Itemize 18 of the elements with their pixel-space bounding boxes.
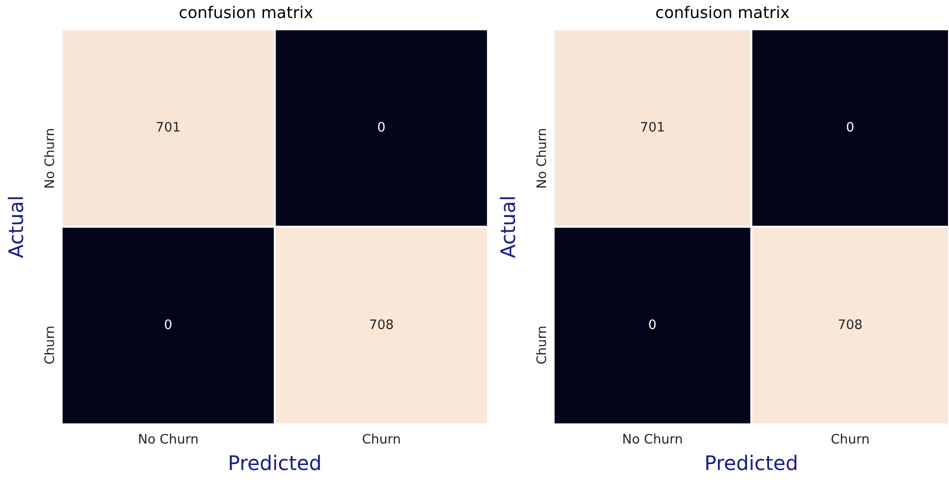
x-tick-label: Churn <box>362 432 401 448</box>
x-tick-label: No Churn <box>622 432 683 448</box>
y-axis-title: Actual <box>496 195 520 258</box>
x-axis-title: Predicted <box>228 451 322 476</box>
data-label: 0 <box>164 318 172 333</box>
y-axis-title: Actual <box>4 195 28 258</box>
chart-title: confusion matrix <box>178 2 314 22</box>
x-tick-label: No Churn <box>138 432 199 448</box>
data-label: 0 <box>846 120 854 136</box>
data-label: 701 <box>640 120 665 136</box>
data-label: 708 <box>368 318 394 333</box>
data-label: 708 <box>838 318 863 333</box>
chart-title: confusion matrix <box>655 2 790 22</box>
x-axis-title: Predicted <box>704 451 798 476</box>
x-tick-label: Churn <box>830 432 870 448</box>
data-label: 0 <box>648 318 657 333</box>
data-label: 0 <box>377 120 386 136</box>
data-label: 701 <box>156 120 181 136</box>
